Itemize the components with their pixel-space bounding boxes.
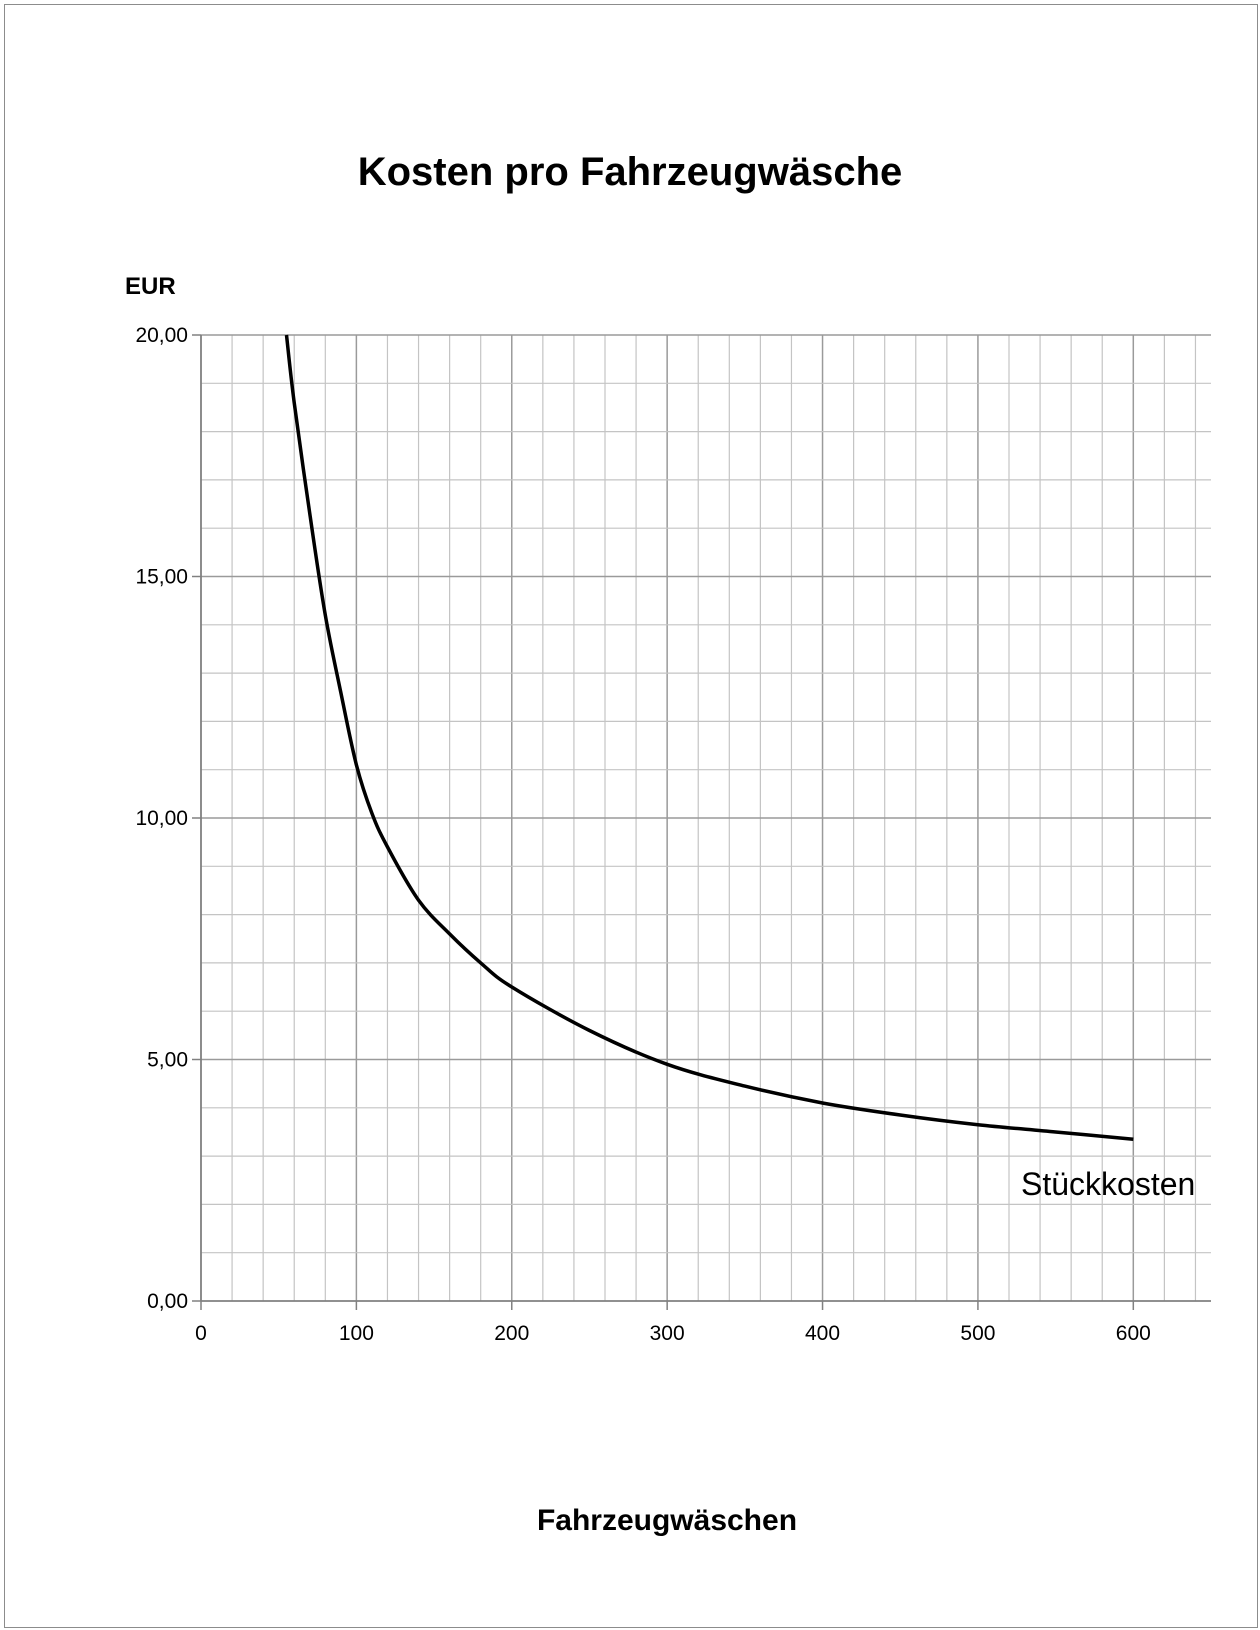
y-tick-label: 15,00 <box>135 566 188 589</box>
x-tick-label: 200 <box>494 1322 529 1345</box>
tick-label-layer: 0,00 5,00 10,00 15,00 20,00 0 100 200 300 400 500 6… <box>135 324 1150 1345</box>
series-line-stueckkosten <box>284 334 1134 1141</box>
y-axis-label: EUR <box>125 273 176 300</box>
x-tick-label: 0 <box>195 1322 207 1345</box>
x-tick-label: 600 <box>1116 1322 1151 1345</box>
y-tick-label: 0,00 <box>147 1290 188 1313</box>
y-tick-label: 10,00 <box>135 807 188 830</box>
x-axis-label: Fahrzeugwäschen <box>536 1504 798 1537</box>
axis-layer <box>192 334 1211 1310</box>
chart-title: Kosten pro Fahrzeugwäsche <box>357 150 903 194</box>
chart-frame <box>4 4 1258 1628</box>
grid-layer <box>201 334 1211 1301</box>
series-layer: Stückkosten <box>284 334 1195 1202</box>
y-tick-label: 20,00 <box>135 324 188 347</box>
x-tick-label: 100 <box>339 1322 374 1345</box>
series-label-stueckkosten: Stückkosten <box>1021 1166 1195 1202</box>
x-tick-label: 500 <box>960 1322 995 1345</box>
x-tick-label: 400 <box>805 1322 840 1345</box>
x-tick-label: 300 <box>650 1322 685 1345</box>
y-tick-label: 5,00 <box>147 1049 188 1072</box>
